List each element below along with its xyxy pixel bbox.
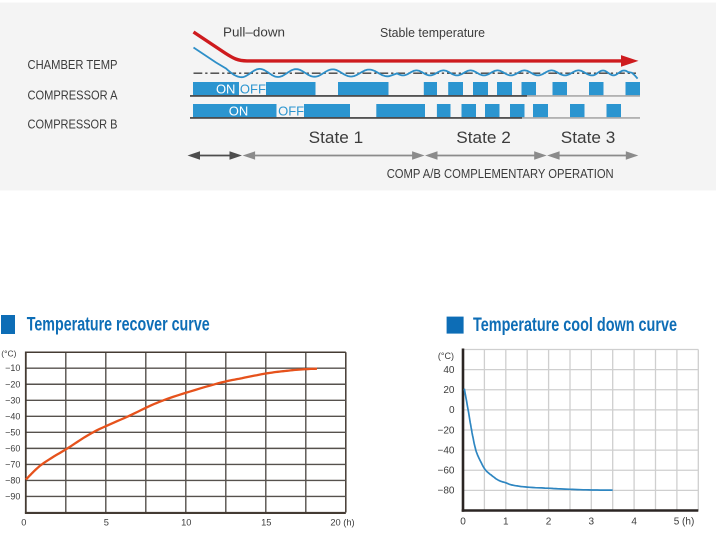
svg-text:State 2: State 2 xyxy=(456,129,511,147)
svg-text:(°C): (°C) xyxy=(1,349,16,359)
svg-text:5 (h): 5 (h) xyxy=(674,517,695,528)
svg-text:−70: −70 xyxy=(5,459,20,469)
svg-text:−10: −10 xyxy=(5,363,20,373)
svg-text:−90: −90 xyxy=(5,491,20,501)
svg-text:3: 3 xyxy=(589,517,595,528)
svg-text:15: 15 xyxy=(261,518,271,528)
svg-text:2: 2 xyxy=(546,517,552,528)
svg-text:20 (h): 20 (h) xyxy=(330,518,354,528)
svg-text:Pull–down: Pull–down xyxy=(223,25,285,40)
svg-text:−80: −80 xyxy=(5,475,20,485)
svg-text:0: 0 xyxy=(21,518,26,528)
svg-text:COMPRESSOR B: COMPRESSOR B xyxy=(28,118,118,132)
svg-text:40: 40 xyxy=(443,365,455,376)
svg-text:ON: ON xyxy=(229,103,249,118)
svg-text:4: 4 xyxy=(631,517,637,528)
svg-text:CHAMBER TEMP: CHAMBER TEMP xyxy=(28,58,118,72)
svg-text:Stable temperature: Stable temperature xyxy=(380,26,485,40)
svg-text:State 1: State 1 xyxy=(309,129,364,147)
svg-text:10: 10 xyxy=(181,518,191,528)
svg-text:ON: ON xyxy=(216,81,236,96)
svg-text:5: 5 xyxy=(104,518,109,528)
svg-text:OFF: OFF xyxy=(240,81,266,96)
svg-text:−30: −30 xyxy=(5,395,20,405)
svg-text:0: 0 xyxy=(460,517,466,528)
svg-text:−50: −50 xyxy=(5,427,20,437)
svg-text:−20: −20 xyxy=(438,425,455,436)
svg-text:−60: −60 xyxy=(5,443,20,453)
svg-text:−60: −60 xyxy=(438,466,455,477)
svg-text:−80: −80 xyxy=(438,486,455,497)
svg-text:−40: −40 xyxy=(438,445,455,456)
svg-text:OFF: OFF xyxy=(278,103,304,118)
svg-text:1: 1 xyxy=(503,517,509,528)
svg-text:(°C): (°C) xyxy=(438,351,454,361)
svg-text:0: 0 xyxy=(449,405,455,416)
svg-text:20: 20 xyxy=(443,385,455,396)
svg-text:COMP A/B COMPLEMENTARY OPERATI: COMP A/B COMPLEMENTARY OPERATION xyxy=(387,166,614,181)
svg-text:Temperature cool down curve: Temperature cool down curve xyxy=(473,314,677,336)
svg-text:State 3: State 3 xyxy=(561,129,616,147)
svg-text:−40: −40 xyxy=(5,411,20,421)
svg-text:−20: −20 xyxy=(5,379,20,389)
svg-text:COMPRESSOR A: COMPRESSOR A xyxy=(28,89,119,103)
svg-text:Temperature recover curve: Temperature recover curve xyxy=(27,314,210,336)
